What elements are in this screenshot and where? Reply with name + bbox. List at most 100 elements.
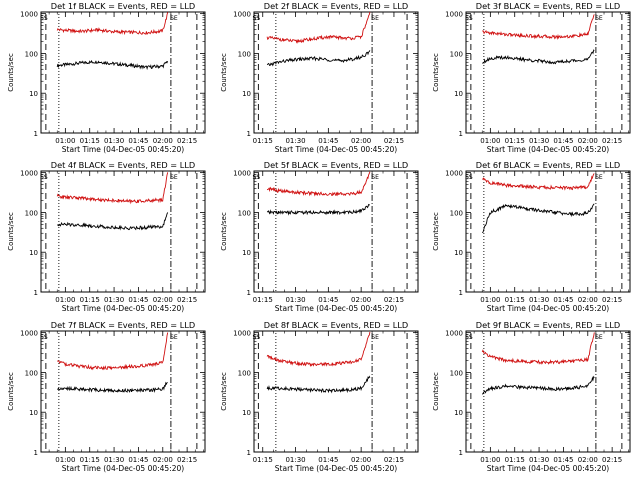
- marker-ss-label: SS: [253, 334, 261, 341]
- chart-title: Det 2f BLACK = Events, RED = LLD: [264, 1, 408, 11]
- events-series-line: [481, 375, 595, 395]
- chart-title: Det 6f BLACK = Events, RED = LLD: [476, 160, 620, 170]
- marker-ss-label: SS: [465, 174, 473, 181]
- x-tick-label: 02:00: [153, 137, 173, 145]
- y-tick-label: 10: [242, 90, 251, 98]
- x-tick-label: 02:00: [351, 296, 371, 304]
- x-tick-label: 01:45: [128, 296, 148, 304]
- x-tick-label: 01:45: [318, 296, 338, 304]
- marker-ss-label: SS: [253, 15, 261, 22]
- y-axis-label: Counts/sec: [7, 53, 15, 92]
- y-tick-label: 1000: [445, 330, 463, 338]
- events-series-line: [482, 203, 595, 233]
- x-tick-label: 01:45: [128, 137, 148, 145]
- y-axis-label: Counts/sec: [220, 53, 228, 92]
- x-tick-label: 02:00: [153, 296, 173, 304]
- marker-se-label: SE: [371, 174, 379, 181]
- marker-se-label: SE: [595, 174, 603, 181]
- events-series-line: [266, 203, 370, 216]
- x-tick-label: 01:45: [553, 456, 573, 464]
- y-tick-label: 10: [29, 249, 38, 257]
- chart-panel-4: Det 4f BLACK = Events, RED = LLD Counts/s…: [7, 160, 206, 313]
- plot-frame: [465, 170, 631, 293]
- y-tick-label: 1000: [445, 170, 463, 178]
- x-tick-label: 01:30: [104, 456, 124, 464]
- x-tick-label: 02:15: [384, 296, 404, 304]
- chart-title: Det 1f BLACK = Events, RED = LLD: [51, 1, 195, 11]
- y-tick-label: 1: [247, 449, 251, 457]
- chart-title: Det 8f BLACK = Events, RED = LLD: [264, 320, 408, 330]
- x-tick-label: 01:30: [285, 137, 305, 145]
- chart-panel-6: Det 6f BLACK = Events, RED = LLD Counts/s…: [432, 160, 631, 313]
- x-tick-label: 02:00: [578, 456, 598, 464]
- plot-frame: [465, 330, 631, 453]
- x-tick-label: 02:15: [602, 296, 622, 304]
- y-tick-label: 1000: [233, 11, 251, 19]
- marker-ss-label: SS: [40, 334, 48, 341]
- y-tick-label: 1: [459, 130, 463, 138]
- x-tick-label: 02:15: [602, 137, 622, 145]
- y-tick-label: 1: [459, 449, 463, 457]
- y-tick-label: 10: [454, 90, 463, 98]
- plot-frame: [40, 11, 206, 134]
- lld-series-line: [267, 171, 371, 197]
- y-tick-label: 1000: [20, 330, 38, 338]
- y-tick-label: 1000: [20, 170, 38, 178]
- chart-title: Det 3f BLACK = Events, RED = LLD: [476, 1, 620, 11]
- x-tick-label: 01:00: [480, 456, 500, 464]
- x-tick-label: 01:30: [285, 456, 305, 464]
- x-tick-label: 02:00: [578, 296, 598, 304]
- x-axis-label: Start Time (04-Dec-05 00:45:20): [62, 145, 184, 154]
- y-axis-label: Counts/sec: [432, 372, 440, 411]
- x-tick-label: 02:00: [351, 137, 371, 145]
- x-tick-label: 01:00: [55, 296, 75, 304]
- plot-frame: [253, 11, 419, 134]
- y-tick-label: 10: [242, 409, 251, 417]
- x-tick-label: 01:45: [318, 137, 338, 145]
- x-tick-label: 01:00: [55, 137, 75, 145]
- x-tick-label: 01:15: [253, 296, 273, 304]
- events-series-line: [57, 212, 169, 231]
- y-tick-label: 10: [454, 249, 463, 257]
- chart-panel-7: Det 7f BLACK = Events, RED = LLD Counts/s…: [7, 320, 206, 473]
- y-tick-label: 10: [29, 409, 38, 417]
- x-axis-label: Start Time (04-Dec-05 00:45:20): [487, 145, 609, 154]
- marker-ss-label: SS: [40, 174, 48, 181]
- y-tick-label: 1000: [233, 170, 251, 178]
- marker-se-label: SE: [595, 15, 603, 22]
- x-tick-label: 02:15: [602, 456, 622, 464]
- chart-title: Det 5f BLACK = Events, RED = LLD: [264, 160, 408, 170]
- plot-frame: [253, 330, 419, 453]
- x-tick-label: 02:15: [177, 456, 197, 464]
- y-axis-label: Counts/sec: [220, 212, 228, 251]
- x-tick-label: 01:45: [553, 296, 573, 304]
- y-tick-label: 10: [454, 409, 463, 417]
- plot-frame: [253, 170, 419, 293]
- marker-ss-label: SS: [465, 15, 473, 22]
- chart-panel-1: Det 1f BLACK = Events, RED = LLD Counts/s…: [7, 1, 206, 154]
- x-axis-label: Start Time (04-Dec-05 00:45:20): [275, 304, 397, 313]
- lld-series-line: [57, 332, 169, 371]
- y-tick-label: 1: [247, 289, 251, 297]
- marker-ss-label: SS: [40, 15, 48, 22]
- x-tick-label: 01:15: [80, 137, 100, 145]
- marker-se-label: SE: [371, 334, 379, 341]
- lld-series-line: [266, 11, 371, 44]
- x-axis-label: Start Time (04-Dec-05 00:45:20): [275, 145, 397, 154]
- x-tick-label: 01:30: [529, 296, 549, 304]
- events-series-line: [57, 381, 168, 393]
- plot-frame: [465, 11, 631, 134]
- x-tick-label: 01:15: [505, 456, 525, 464]
- x-tick-label: 02:15: [177, 137, 197, 145]
- y-tick-label: 100: [450, 209, 463, 217]
- x-tick-label: 01:15: [505, 137, 525, 145]
- y-tick-label: 10: [242, 249, 251, 257]
- chart-panel-8: Det 8f BLACK = Events, RED = LLD Counts/s…: [220, 320, 419, 473]
- y-tick-label: 1: [34, 449, 38, 457]
- x-axis-label: Start Time (04-Dec-05 00:45:20): [487, 464, 609, 473]
- y-tick-label: 1000: [233, 330, 251, 338]
- y-axis-label: Counts/sec: [7, 212, 15, 251]
- chart-panel-5: Det 5f BLACK = Events, RED = LLD Counts/s…: [220, 160, 419, 313]
- marker-se-label: SE: [595, 334, 603, 341]
